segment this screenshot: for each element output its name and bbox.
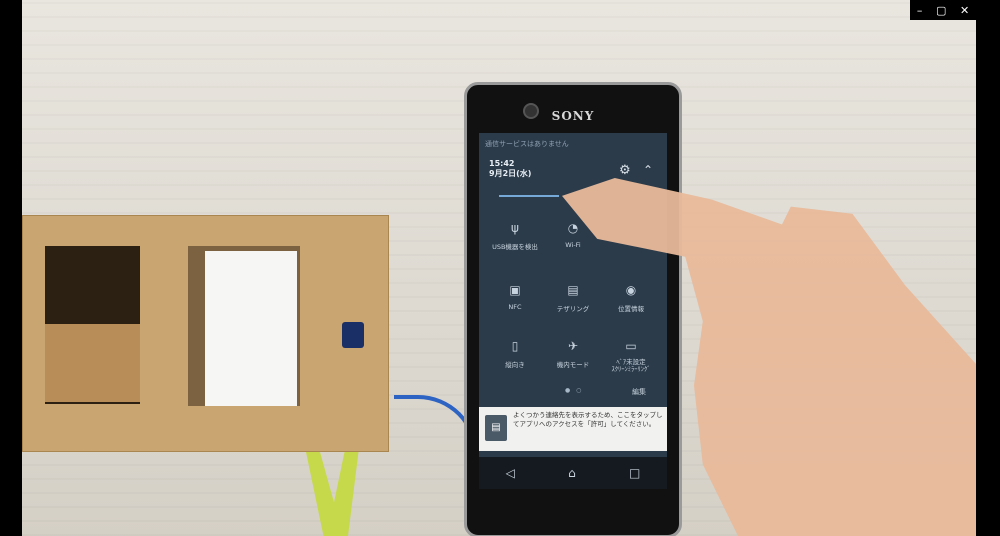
date: 9月2日(水) [489,169,532,178]
edit-button[interactable]: 編集 [632,388,646,396]
tile-location[interactable]: ◉ 位置情報 [601,283,661,313]
tile-label: 位置情報 [618,305,644,313]
white-panel [205,251,297,406]
tile-label: 機内モード [556,361,590,369]
tile-airplane[interactable]: ✈ 機内モード [543,339,603,369]
page-indicator: ● ○ [565,387,584,394]
clock: 15:42 [489,159,515,168]
tile-wifi[interactable]: ◔ Wi-Fi [543,221,603,249]
tile-label: Wi-Fi [565,241,581,249]
minimize-button[interactable]: – [916,3,923,17]
window-controls: – ▢ ✕ [910,0,976,20]
tile-usb[interactable]: ψ USB機器を検出 [485,221,545,251]
chevron-up-icon[interactable]: ⌃ [643,163,654,177]
tile-label: USB機器を検出 [492,243,538,251]
wifi-icon: ◔ [567,221,579,235]
tile-label: テザリング [556,305,590,313]
close-button[interactable]: ✕ [959,3,970,17]
wood-block [45,324,140,402]
tile-label: 縦向き [505,361,525,369]
video-frame: SONY 通信サービスはありません 15:42 9月2日(水) ⚙ ⌃ ψ US… [22,0,976,536]
usb-icon: ψ [511,221,519,235]
brightness-slider[interactable] [499,195,559,197]
notification-text: よくつかう連絡先を表示するため、ここをタップしてアプリへのアクセスを「許可」して… [513,411,663,428]
tile-label: ﾍﾞｱ未設定 ｽｸﾘｰﾝﾐﾗｰﾘﾝｸﾞ [611,358,651,373]
home-icon[interactable]: ⌂ [568,466,576,480]
tile-portrait[interactable]: ▯ 縦向き [485,339,545,369]
contacts-icon: ▤ [485,415,507,441]
front-camera-icon [523,103,539,119]
tile-tethering[interactable]: ▤ テザリング [543,283,603,313]
location-icon: ◉ [625,283,637,297]
clothes-pin [306,452,359,536]
airplane-icon: ✈ [567,339,579,353]
wooden-box [22,215,389,452]
status-text: 通信サービスはありません [485,140,569,148]
tile-nfc[interactable]: ▣ NFC [485,283,545,311]
screen-mirroring-icon: ▭ [625,339,637,353]
back-icon[interactable]: ◁ [505,466,515,480]
phone-brand: SONY [551,109,595,123]
letterbox-left [0,0,22,536]
tile-screen-mirroring[interactable]: ▭ ﾍﾞｱ未設定 ｽｸﾘｰﾝﾐﾗｰﾘﾝｸﾞ [601,339,661,373]
gear-icon[interactable]: ⚙ [619,163,631,178]
tile-label: NFC [508,303,522,311]
tethering-icon: ▤ [567,283,579,297]
smartphone: SONY 通信サービスはありません 15:42 9月2日(水) ⚙ ⌃ ψ US… [464,82,682,536]
maximize-button[interactable]: ▢ [935,3,947,17]
recents-icon[interactable]: □ [629,466,641,480]
servo-motor [342,322,364,348]
notification-card[interactable]: ▤ よくつかう連絡先を表示するため、ここをタップしてアプリへのアクセスを「許可」… [479,407,667,451]
letterbox-right [976,0,1000,536]
nav-bar: ◁ ⌂ □ [479,457,667,489]
portrait-icon: ▯ [511,339,519,353]
nfc-icon: ▣ [509,283,521,297]
